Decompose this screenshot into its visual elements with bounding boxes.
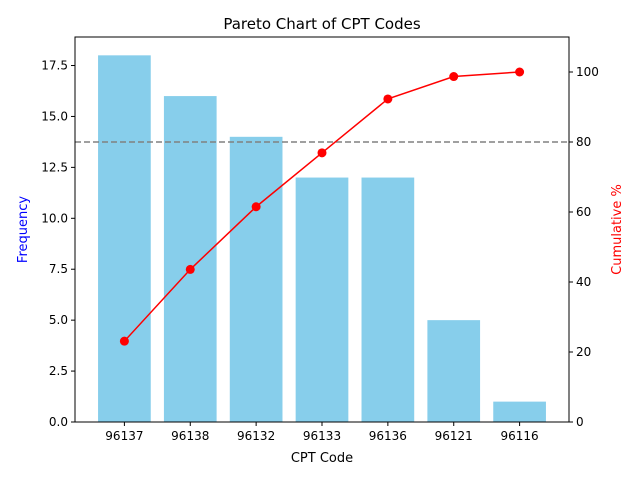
y-axis-left: 0.0 2.5 5.0 7.5 10.0 12.5 15.0 17.5: [41, 59, 75, 429]
x-axis: 96137 96138 96132 96133 96136 96121 96116: [105, 422, 539, 443]
bar: [229, 136, 283, 422]
y-tick-label: 0.0: [49, 415, 68, 429]
chart-title: Pareto Chart of CPT Codes: [223, 15, 421, 33]
y-axis-right: 0 20 40 60 80 100: [569, 65, 599, 429]
cumulative-point: [251, 202, 261, 212]
x-tick-label: 96133: [303, 429, 341, 443]
y-tick-label: 12.5: [41, 160, 68, 174]
x-tick-label: 96132: [237, 429, 275, 443]
y-tick-label: 10.0: [41, 211, 68, 225]
bar: [163, 96, 217, 423]
y2-tick-label: 60: [576, 205, 591, 219]
x-tick-label: 96138: [171, 429, 209, 443]
cumulative-points: [119, 67, 525, 346]
cumulative-point: [119, 336, 129, 346]
y-tick-label: 15.0: [41, 109, 68, 123]
cumulative-point: [449, 72, 459, 82]
bar: [427, 320, 481, 422]
y-tick-label: 2.5: [49, 364, 68, 378]
y2-tick-label: 20: [576, 345, 591, 359]
cumulative-point: [383, 94, 393, 104]
bar: [493, 401, 546, 422]
x-axis-title: CPT Code: [291, 451, 353, 466]
y2-tick-label: 80: [576, 135, 591, 149]
bar: [295, 177, 349, 422]
x-tick-label: 96116: [501, 429, 539, 443]
y-tick-label: 5.0: [49, 313, 68, 327]
x-tick-label: 96121: [435, 429, 473, 443]
cumulative-point: [185, 264, 195, 274]
bar: [361, 177, 415, 422]
y-axis-title: Frequency: [16, 196, 31, 263]
cumulative-point: [515, 67, 525, 77]
cumulative-point: [317, 148, 327, 158]
y2-tick-label: 0: [576, 415, 584, 429]
y-tick-label: 17.5: [41, 59, 68, 73]
y2-tick-label: 40: [576, 275, 591, 289]
y-tick-label: 7.5: [49, 262, 68, 276]
bar: [98, 55, 151, 422]
bars-group: [98, 55, 546, 423]
x-tick-label: 96136: [369, 429, 407, 443]
y2-tick-label: 100: [576, 65, 599, 79]
x-tick-label: 96137: [105, 429, 143, 443]
y2-axis-title: Cumulative %: [610, 184, 625, 275]
